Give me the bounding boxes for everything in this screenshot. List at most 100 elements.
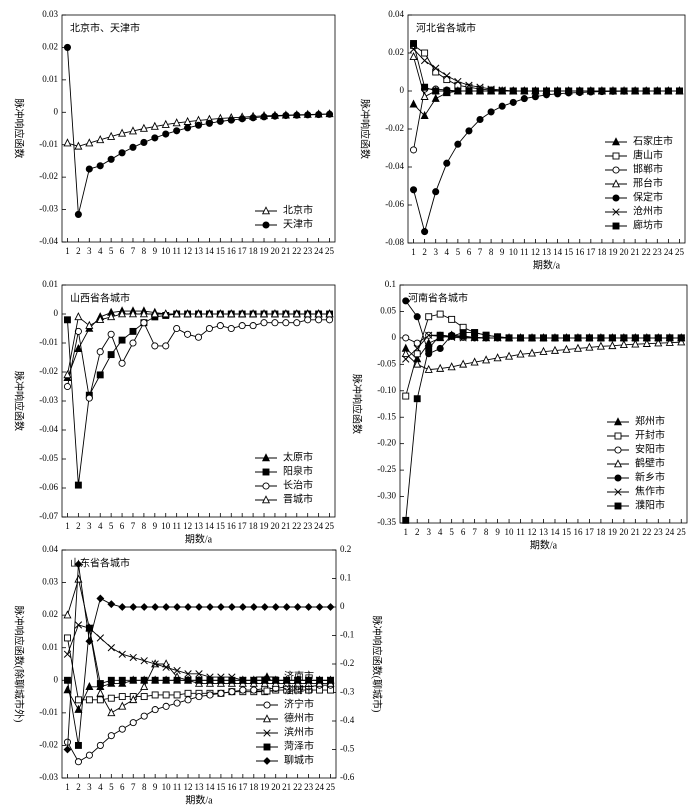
marker-shape [612,194,620,202]
marker-shape [129,676,137,684]
x-tick-label: 10 [162,782,172,792]
y2-axis-label: 脉冲响应函数(聊城市) [371,616,384,713]
x-axis-label: 期数/a [185,532,213,545]
x-tick-label: 17 [586,247,596,257]
marker-shape [63,370,72,379]
legend-label: 淄博市 [284,683,314,696]
marker-shape [250,676,258,684]
marker-shape [304,603,313,611]
y-tick-label: 0.03 [42,9,58,19]
marker-shape [281,309,290,318]
marker-shape [293,111,301,119]
marker-shape [413,395,421,403]
x-tick-label: 12 [183,246,192,256]
marker-shape [96,348,104,356]
data-point [413,350,421,358]
y2-tick-label: 0.1 [340,573,351,583]
marker-shape [443,72,451,80]
y2-tick-label: -0.3 [340,687,355,697]
marker-shape [249,309,258,318]
data-point [194,309,203,318]
data-point [162,702,170,710]
x-tick-label: 11 [520,247,529,257]
x-tick-label: 17 [585,527,595,537]
data-point [184,124,192,132]
marker-shape [585,342,594,351]
marker-shape [194,309,203,318]
marker-shape [151,676,159,684]
data-point [85,637,94,646]
legend-label: 聊城市 [284,753,314,766]
marker-shape [63,650,72,658]
marker-shape [249,603,258,611]
legend-marker [263,729,271,737]
data-point [74,141,83,150]
legend-marker [262,221,270,229]
data-point [516,349,525,358]
marker-shape [107,694,115,702]
x-tick-label: 17 [238,521,248,531]
data-point [195,603,203,611]
data-point [293,319,301,327]
legend-marker [261,206,271,215]
marker-shape [139,123,148,132]
data-point [74,210,82,218]
marker-shape [454,77,462,86]
marker-shape [263,687,271,695]
marker-shape [85,637,94,646]
data-point [107,312,116,321]
marker-shape [64,634,71,642]
data-point [413,344,421,353]
y-tick-label: -0.03 [39,772,58,782]
y-axis-label: 脉冲响应函数 [13,99,26,159]
marker-shape [205,309,214,318]
data-point [173,676,181,684]
data-point [151,603,160,611]
x-tick-label: 4 [98,521,103,531]
x-tick-label: 5 [109,782,114,792]
x-tick-label: 12 [183,521,192,531]
marker-shape [129,143,137,151]
data-point [216,309,225,318]
data-point [305,676,313,684]
data-point [238,115,246,123]
x-tick-label: 3 [87,521,92,531]
y-axis-label: 脉冲响应函数(除聊城市外) [13,606,26,723]
marker-shape [140,681,149,691]
data-point [107,708,116,717]
data-point [620,334,628,342]
data-point [402,516,410,524]
legend-label: 北京市 [283,203,313,216]
data-point [249,322,257,330]
data-point [448,315,456,323]
data-point [587,87,595,95]
marker-shape [459,359,468,368]
legend-marker [612,166,620,174]
marker-shape [613,459,623,468]
data-point [96,594,105,603]
marker-shape [409,99,418,108]
data-point [576,87,584,95]
data-point [129,143,137,151]
marker-shape [613,417,623,426]
data-point [608,334,616,342]
marker-shape [465,81,473,89]
data-point [216,117,224,125]
x-tick-label: 24 [664,247,674,257]
y-tick-label: -0.04 [39,424,58,434]
marker-shape [195,670,203,678]
x-tick-label: 14 [553,247,563,257]
marker-shape [409,186,418,194]
y2-tick-label: 0 [340,601,345,611]
marker-shape [465,127,473,135]
marker-shape [413,339,421,347]
data-point [436,310,444,318]
data-point [643,334,651,342]
marker-shape [631,339,640,348]
marker-shape [238,322,246,330]
y-tick-label: 0.05 [380,306,396,316]
marker-shape [195,603,203,611]
data-point [184,330,192,338]
x-tick-label: 8 [142,246,147,256]
data-point [543,87,550,95]
